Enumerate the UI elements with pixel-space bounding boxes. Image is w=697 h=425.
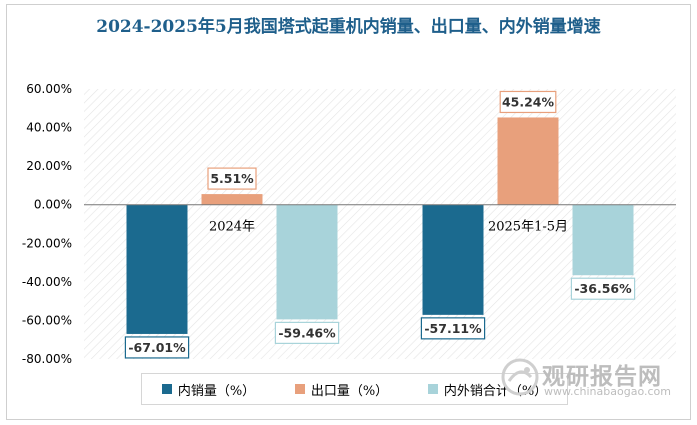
y-tick-label: 60.00%: [26, 82, 72, 96]
legend-item-export: 出口量（%）: [295, 380, 388, 399]
category-label: 2024年: [209, 220, 255, 235]
watermark-logo-icon: [500, 357, 540, 397]
bar: [573, 205, 634, 276]
watermark-url: www.chinabaogao.com: [544, 385, 671, 398]
data-label-text: -36.56%: [574, 281, 632, 296]
legend-swatch-domestic: [162, 384, 172, 394]
y-tick-label: 0.00%: [34, 198, 72, 212]
data-label: 5.51%: [208, 168, 256, 189]
y-tick-label: 20.00%: [26, 159, 72, 173]
data-label: -67.01%: [125, 337, 188, 358]
legend-label-domestic: 内销量（%）: [178, 380, 255, 399]
bar: [202, 194, 263, 205]
data-label-text: -57.11%: [424, 321, 482, 336]
watermark: 观研报告网 www.chinabaogao.com: [498, 355, 688, 403]
legend-label-export: 出口量（%）: [311, 380, 388, 399]
y-tick-label: -60.00%: [22, 313, 72, 327]
y-tick-label: -40.00%: [22, 275, 72, 289]
legend-swatch-export: [295, 384, 305, 394]
bar: [498, 117, 559, 204]
data-label-text: -59.46%: [278, 325, 336, 340]
category-label: 2025年1-5月: [488, 220, 568, 235]
legend-item-domestic: 内销量（%）: [162, 380, 255, 399]
data-label: -36.56%: [571, 278, 634, 299]
data-label: 45.24%: [500, 91, 556, 112]
legend-swatch-total: [428, 384, 438, 394]
data-label: -59.46%: [275, 322, 338, 343]
data-label-text: 45.24%: [502, 94, 555, 109]
bar: [127, 205, 188, 334]
y-tick-label: -80.00%: [22, 352, 72, 366]
y-tick-label: -20.00%: [22, 236, 72, 250]
bar: [277, 205, 338, 320]
y-tick-label: 40.00%: [26, 121, 72, 135]
data-label: -57.11%: [421, 318, 484, 339]
bar: [423, 205, 484, 315]
data-label-text: 5.51%: [210, 171, 254, 186]
data-label-text: -67.01%: [128, 340, 186, 355]
